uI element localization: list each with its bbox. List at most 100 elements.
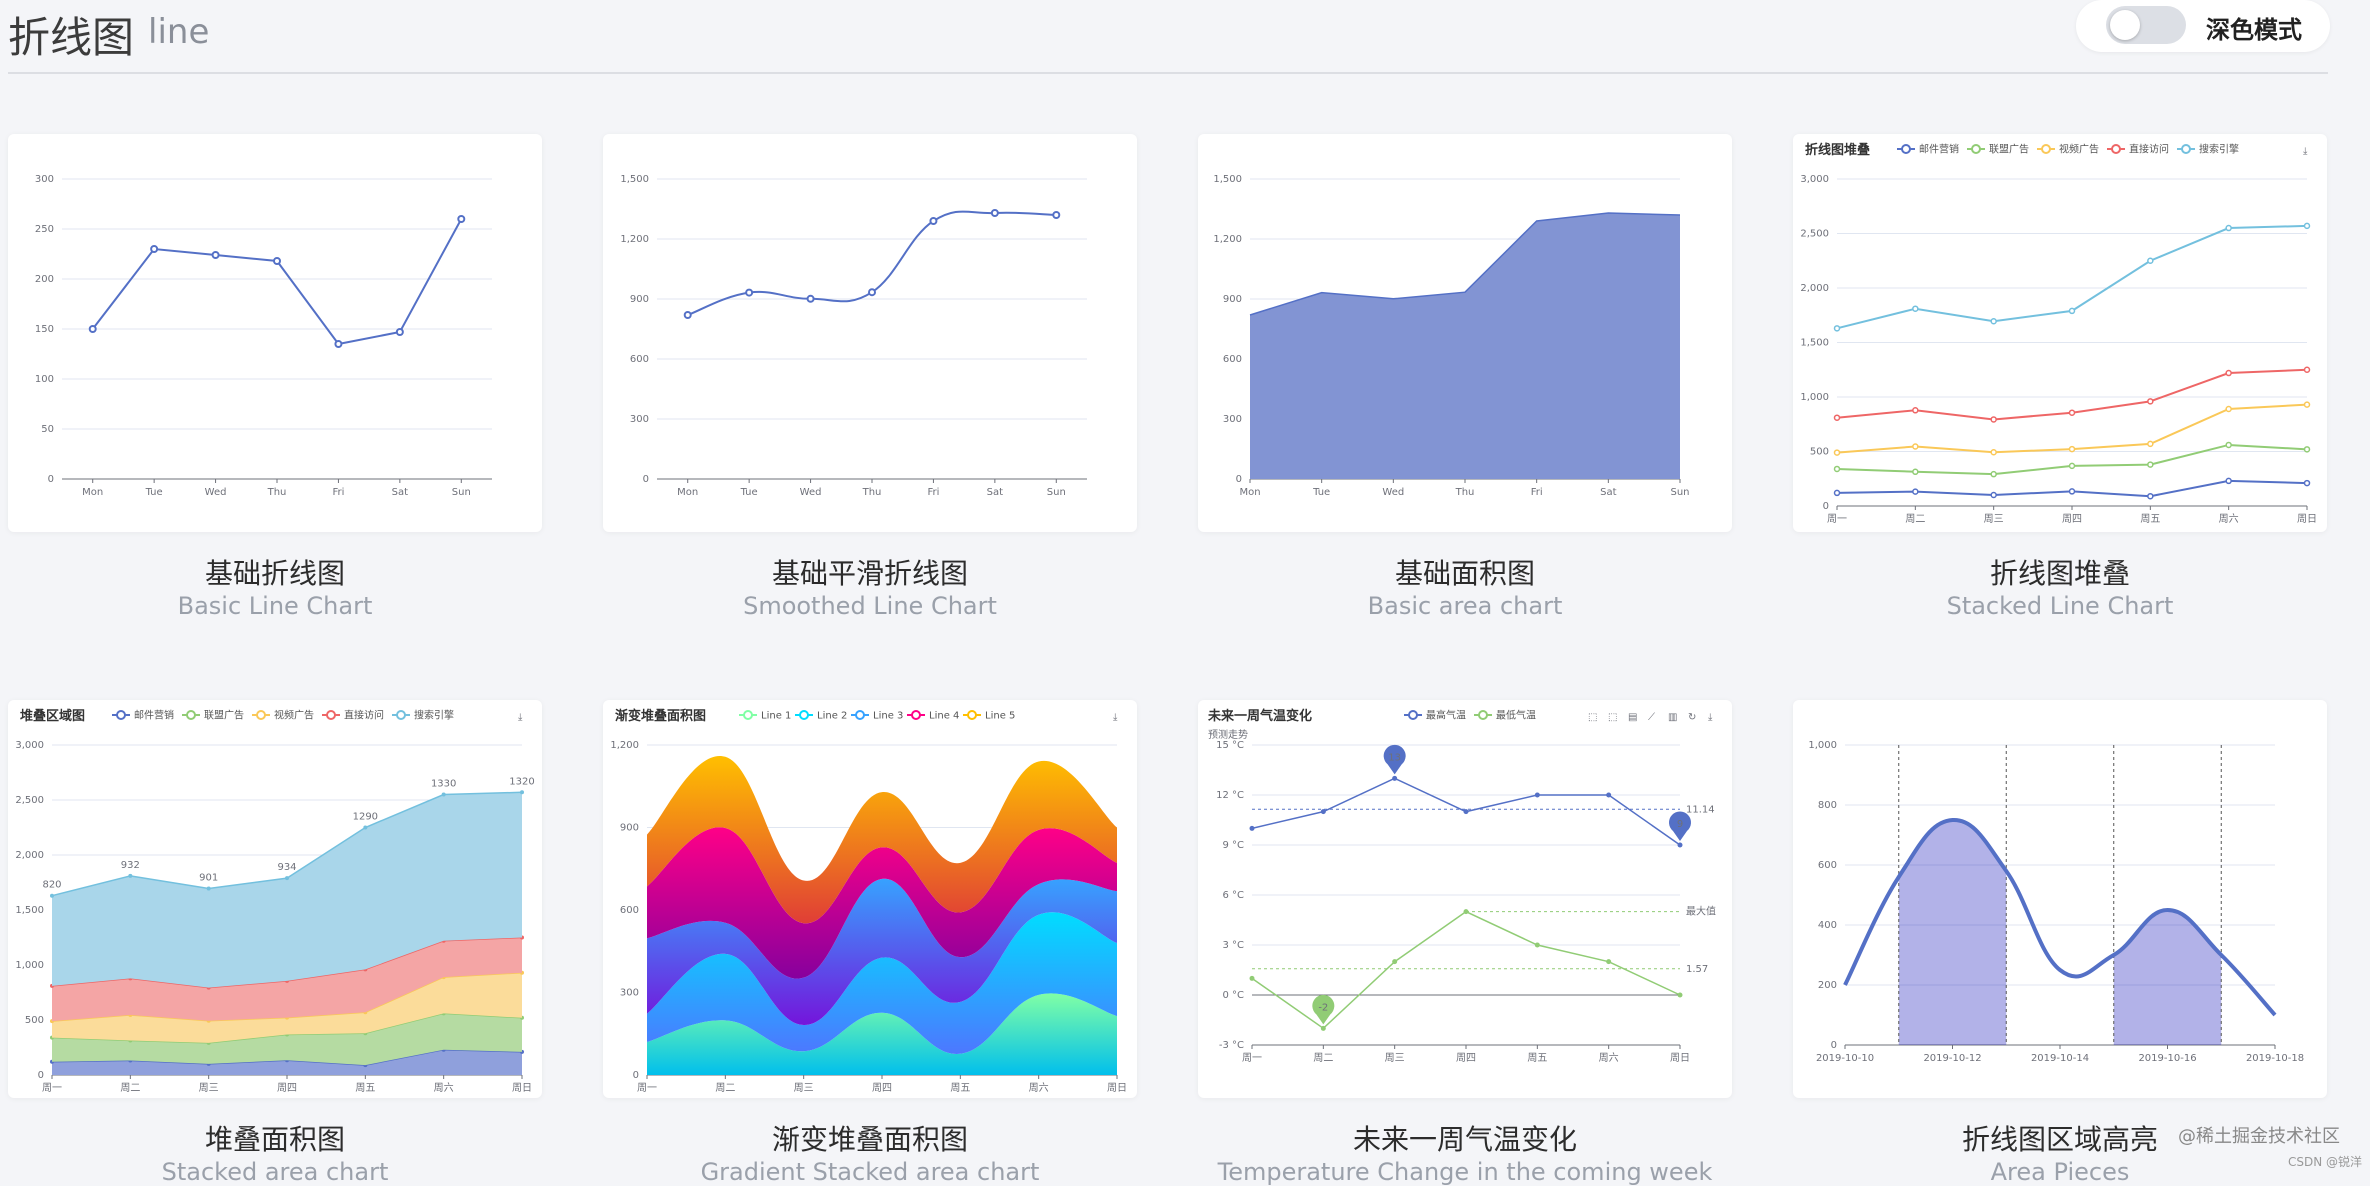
chart-card-basic-area[interactable]: 0 300 600 900 1,200 1,500 Mon Tue Wed Thu Fri Sat Su…: [1198, 134, 1732, 532]
legend-swatch-dot: [2111, 144, 2121, 154]
caption-cn[interactable]: 折线图堆叠: [1989, 557, 2130, 590]
y-tick-label: 2,000: [1800, 283, 1829, 294]
x-tick-label: 周二: [715, 1082, 735, 1094]
data-label: 820: [42, 880, 61, 891]
x-tick-label: Wed: [205, 487, 227, 498]
y-tick-label: 300: [1223, 414, 1242, 425]
y-tick-label: 600: [630, 354, 649, 365]
x-tick-label: Thu: [862, 487, 882, 498]
caption-cn[interactable]: 基础平滑折线图: [771, 557, 968, 590]
chart-card-temperature[interactable]: 未来一周气温变化 最高气温 最低气温 ⬚ ⬚ ▤ ⟋ ▥ ↻ ⤓ 预测走势 -3 °C 0 °C 3 °C…: [1198, 700, 1732, 1098]
caption-cn[interactable]: 基础折线图: [204, 557, 345, 590]
chart-smoothed-line: 0 300 600 900 1,200 1,500 Mon Tue Wed Thu Fri Sat Su…: [620, 174, 1087, 498]
y-tick-label: 2,000: [15, 850, 44, 861]
data-point: [1392, 959, 1398, 965]
chart-card-stacked-line[interactable]: 折线图堆叠 邮件营销 联盟广告 视频广告 直接访问 搜索引擎 ⤓ 0 500 1,000 1,500…: [1793, 134, 2327, 532]
caption-cn[interactable]: 折线图区域高亮: [1961, 1123, 2158, 1156]
data-point: [1606, 792, 1612, 798]
y-tick-label: 1,000: [1800, 392, 1829, 403]
legend-label: 联盟广告: [1989, 143, 2029, 156]
x-tick-label: 2019-10-10: [1816, 1053, 1874, 1064]
data-point: [150, 245, 159, 253]
chart-card-stacked-area[interactable]: 堆叠区域图 邮件营销 联盟广告 视频广告 直接访问 搜索引擎 ⤓ 0 500 1,000 1,500…: [8, 700, 542, 1098]
data-point: [273, 257, 281, 265]
y-tick-label: 15 °C: [1216, 740, 1244, 751]
caption-cn[interactable]: 堆叠面积图: [204, 1123, 345, 1156]
x-tick-label: 周三: [199, 1082, 219, 1094]
y-tick-label: 0: [1823, 501, 1829, 512]
legend-swatch-dot: [256, 710, 266, 720]
x-tick-label: Sat: [1600, 487, 1616, 498]
chart-card-basic-line[interactable]: 0 50 100 150 200 250 300 Mon Tue Wed Thu Fri Sat Sun: [8, 134, 542, 532]
marker-label: 9: [1677, 819, 1683, 830]
data-point: [1833, 325, 1841, 332]
data-point: [1990, 470, 1997, 478]
x-tick-label: Mon: [82, 487, 103, 498]
x-tick-label: 周二: [1313, 1052, 1333, 1064]
legend-swatch-dot: [1971, 144, 1981, 154]
page-header: 折线图 line 深色模式: [0, 0, 2370, 74]
marker-pin: [1669, 811, 1691, 841]
line-icon: ⟋: [1648, 712, 1655, 723]
x-tick-label: 周一: [1827, 513, 1847, 525]
legend-swatch-dot: [186, 710, 196, 720]
caption-cn[interactable]: 未来一周气温变化: [1352, 1123, 1577, 1156]
y-tick-label: 600: [620, 905, 639, 916]
x-tick-label: Mon: [1239, 487, 1260, 498]
chart-card-gradient-stacked-area[interactable]: 渐变堆叠面积图 Line 1 Line 2 Line 3 Line 4 Line 5 ⤓ 0 3…: [603, 700, 1137, 1098]
x-tick-label: 2019-10-14: [2031, 1053, 2089, 1064]
data-point: [1677, 842, 1683, 848]
area-fill: [52, 1049, 522, 1075]
x-tick-label: 周一: [1242, 1052, 1262, 1064]
data-point: [441, 792, 446, 797]
y-tick-label: 3,000: [1800, 174, 1829, 185]
dark-mode-switch[interactable]: [2106, 6, 2186, 44]
x-tick-label: 周六: [2219, 513, 2239, 525]
legend-label: 直接访问: [2129, 143, 2169, 156]
data-point: [990, 209, 999, 217]
data-point: [285, 876, 289, 881]
caption-cn[interactable]: 渐变堆叠面积图: [771, 1123, 968, 1156]
legend-swatch-dot: [855, 710, 865, 720]
caption-en: Stacked area chart: [161, 1158, 389, 1186]
x-tick-label: Tue: [1312, 487, 1330, 498]
data-label: 932: [121, 860, 140, 871]
data-point: [206, 886, 211, 891]
page-title: 折线图: [8, 13, 135, 62]
data-point: [2068, 462, 2076, 470]
data-label: 901: [199, 873, 218, 884]
chart-basic-area: 0 300 600 900 1,200 1,500 Mon Tue Wed Thu Fri Sat Su…: [1213, 174, 1689, 498]
x-tick-label: 周四: [277, 1082, 297, 1094]
x-tick-label: Thu: [267, 487, 287, 498]
y-tick-label: 900: [1223, 294, 1242, 305]
legend-swatch-dot: [1408, 710, 1418, 720]
data-point: [2147, 461, 2154, 468]
data-point: [2147, 440, 2154, 448]
data-point: [457, 215, 466, 223]
chart-card-area-pieces[interactable]: 0 200 400 600 800 1,000 2019-10-10 2019-10-12 20…: [1793, 700, 2327, 1098]
y-tick-label: 1,000: [15, 960, 44, 971]
caption-en: Basic area chart: [1367, 592, 1563, 620]
caption-cn[interactable]: 基础面积图: [1394, 557, 1535, 590]
highlight-area: [2113, 910, 2222, 1045]
y-tick-label: 0: [643, 474, 649, 485]
data-view-icon: ▤: [1628, 712, 1637, 723]
data-point: [745, 288, 754, 297]
area-fill: [647, 912, 1117, 1054]
data-point: [1990, 449, 1997, 456]
dark-mode-toggle[interactable]: 深色模式: [2076, 0, 2330, 52]
y-tick-label: 0: [48, 474, 54, 485]
chart-card-smoothed-line[interactable]: 0 300 600 900 1,200 1,500 Mon Tue Wed Thu Fri Sat Su…: [603, 134, 1137, 532]
y-tick-label: 150: [35, 324, 54, 335]
data-point: [1677, 992, 1683, 998]
x-tick-label: 周五: [2140, 513, 2160, 525]
y-tick-label: 1,500: [1213, 174, 1242, 185]
y-tick-label: 900: [630, 294, 649, 305]
area-fill: [52, 937, 522, 1022]
chart-basic-line: 0 50 100 150 200 250 300 Mon Tue Wed Thu Fri Sat Sun: [35, 174, 492, 498]
x-tick-label: 周三: [1984, 513, 2004, 525]
data-point: [1912, 468, 1919, 476]
mark-line-label: 最大值: [1686, 905, 1716, 918]
y-tick-label: 1,000: [1808, 740, 1837, 751]
data-point: [2068, 409, 2076, 416]
